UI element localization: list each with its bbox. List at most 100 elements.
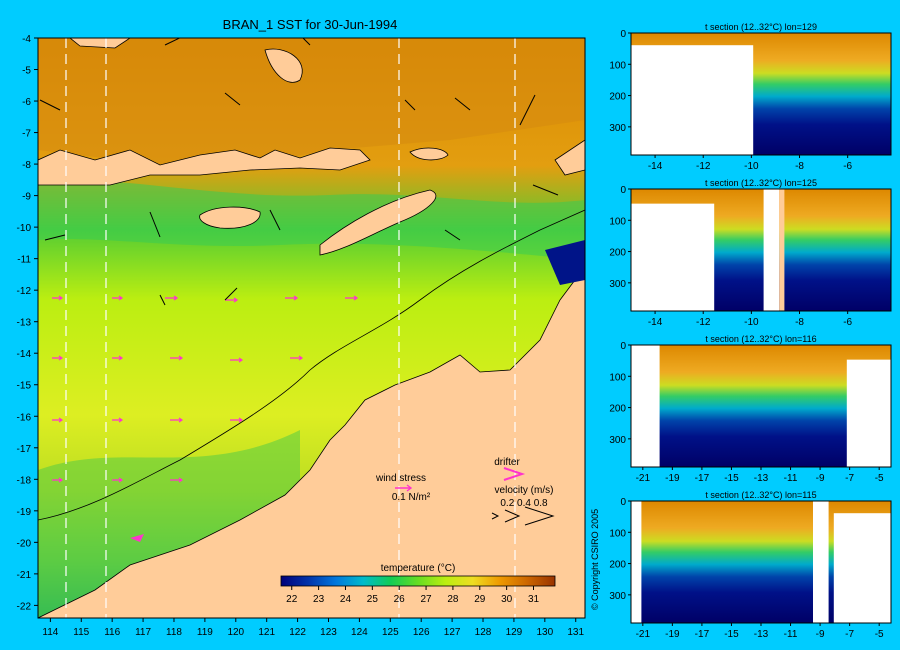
x-tick-label: 117 <box>135 627 151 638</box>
y-tick-label: -19 <box>17 507 32 518</box>
section-y-tick-label: 100 <box>609 372 626 383</box>
section-bathymetry-mask <box>631 203 715 311</box>
section-x-tick-label: -12 <box>696 317 711 328</box>
x-tick-label: 118 <box>166 627 182 638</box>
section-panel-4: t section (12..32°C) lon=115 -21 -19 -17 -15… <box>609 490 892 640</box>
section-panel-3: t section (12..32°C) lon=116 -21 -19 -17 -15… <box>609 334 892 484</box>
small-island <box>409 147 449 161</box>
section-x-tick-label: -10 <box>744 161 759 172</box>
cool-band <box>38 179 585 260</box>
section-x-tick-label: -8 <box>795 317 804 328</box>
section-y-tick-label: 200 <box>609 92 626 103</box>
colorbar-ticks: 22 23 24 25 26 27 28 29 30 31 <box>286 586 540 605</box>
section-y-tick-label: 200 <box>609 404 626 415</box>
section-panel-2: t section (12..32°C) lon=125 -14 -12 -10 -8 -… <box>609 178 892 328</box>
section-bathymetry-mask <box>763 189 780 311</box>
y-tick-label: -10 <box>17 223 32 234</box>
y-tick-label: -18 <box>17 475 32 486</box>
section-x-tick-label: -17 <box>695 473 710 484</box>
y-tick-label: -9 <box>22 192 31 203</box>
y-tick-label: -13 <box>17 318 32 329</box>
section-title: t section (12..32°C) lon=116 <box>705 334 816 344</box>
section-x-tick-label: -14 <box>648 317 663 328</box>
y-tick-label: -16 <box>17 412 32 423</box>
y-tick-label: -6 <box>22 97 31 108</box>
velocity-values: 0.2 0.4 0.8 <box>500 498 548 509</box>
section-meridians <box>65 38 516 618</box>
velocity-key-arrows <box>491 506 555 526</box>
colorbar-tick-label: 26 <box>394 594 406 605</box>
wind-stress-value: 0.1 N/m² <box>392 492 431 503</box>
x-tick-label: 130 <box>536 627 553 638</box>
section-y-tick-label: 100 <box>609 216 626 227</box>
warm-north-region <box>38 38 585 170</box>
section-x-tick-label: -11 <box>784 629 798 640</box>
x-tick-label: 125 <box>382 627 399 638</box>
map-x-axis: 114 115 116 117 118 119 120 121 122 123 124 125 126 1… <box>42 618 585 638</box>
y-tick-label: -8 <box>22 160 31 171</box>
x-tick-label: 114 <box>42 627 58 638</box>
section-x-tick-label: -21 <box>636 473 651 484</box>
section-title: t section (12..32°C) lon=129 <box>705 22 817 32</box>
colorbar-tick-label: 25 <box>367 594 379 605</box>
x-tick-label: 120 <box>227 627 244 638</box>
colorbar-title: temperature (°C) <box>381 563 456 574</box>
colorbar <box>280 575 556 587</box>
colorbar-tick-label: 29 <box>474 594 486 605</box>
colorbar-tick-label: 24 <box>340 594 352 605</box>
x-tick-label: 115 <box>73 627 89 638</box>
copyright: © Copyright CSIRO 2005 <box>590 509 600 610</box>
velocity-label: velocity (m/s) <box>495 485 554 496</box>
map-y-axis: -4 -5 -6 -7 -8 -9 -10 -11 -12 -13 -14 -15 -16 -17 -18 -… <box>17 34 38 612</box>
x-tick-label: 123 <box>320 627 337 638</box>
section-x-tick-label: -19 <box>665 473 680 484</box>
section-x-tick-label: -6 <box>843 317 852 328</box>
section-panel-1: t section (12..32°C) lon=129 -14 -12 -10 -8 -… <box>609 22 892 172</box>
wind-stress-key-arrow <box>395 484 413 492</box>
drifter-marker <box>130 534 144 542</box>
y-tick-label: -22 <box>17 601 32 612</box>
section-x-tick-label: -7 <box>845 629 854 640</box>
section-x-tick-label: -15 <box>724 473 739 484</box>
section-x-tick-label: -14 <box>648 161 663 172</box>
section-bathymetry-mask <box>846 359 891 467</box>
x-tick-label: 119 <box>197 627 213 638</box>
drifter-label: drifter <box>494 457 520 468</box>
section-y-tick-label: 0 <box>620 185 626 196</box>
section-bathymetry-mask <box>631 45 754 156</box>
section-y-tick-label: 300 <box>609 591 626 602</box>
section-panels: t section (12..32°C) lon=129 -14 -12 -10 -8 -… <box>609 22 892 640</box>
shelf-cold-patch <box>545 240 585 285</box>
colorbar-tick-label: 28 <box>447 594 459 605</box>
section-x-tick-label: -8 <box>795 161 804 172</box>
section-x-tick-label: -7 <box>845 473 854 484</box>
y-tick-label: -11 <box>17 255 31 266</box>
x-tick-label: 129 <box>506 627 523 638</box>
drifter-key-arrow <box>503 467 526 481</box>
colorbar-tick-label: 27 <box>420 594 432 605</box>
x-tick-label: 128 <box>475 627 492 638</box>
section-y-tick-label: 0 <box>620 497 626 508</box>
section-y-tick-label: 200 <box>609 560 626 571</box>
y-tick-label: -17 <box>17 444 32 455</box>
y-tick-label: -12 <box>17 286 32 297</box>
sumba-island <box>199 206 261 229</box>
wind-stress-label: wind stress <box>375 473 426 484</box>
section-bathymetry-mask <box>813 501 829 623</box>
section-y-tick-label: 300 <box>609 435 626 446</box>
java-fragment <box>69 38 131 49</box>
section-y-tick-label: 100 <box>609 60 626 71</box>
colorbar-tick-label: 30 <box>501 594 513 605</box>
australia-landmass <box>38 274 585 618</box>
y-tick-label: -4 <box>22 34 31 45</box>
section-x-tick-label: -21 <box>636 629 651 640</box>
y-tick-label: -14 <box>17 349 32 360</box>
wind-stress-arrows <box>52 295 359 483</box>
section-x-tick-label: -12 <box>696 161 711 172</box>
y-tick-label: -5 <box>22 66 31 77</box>
section-x-tick-label: -10 <box>744 317 759 328</box>
y-tick-label: -21 <box>17 570 32 581</box>
section-bathymetry-mask <box>631 345 660 467</box>
x-tick-label: 127 <box>444 627 461 638</box>
